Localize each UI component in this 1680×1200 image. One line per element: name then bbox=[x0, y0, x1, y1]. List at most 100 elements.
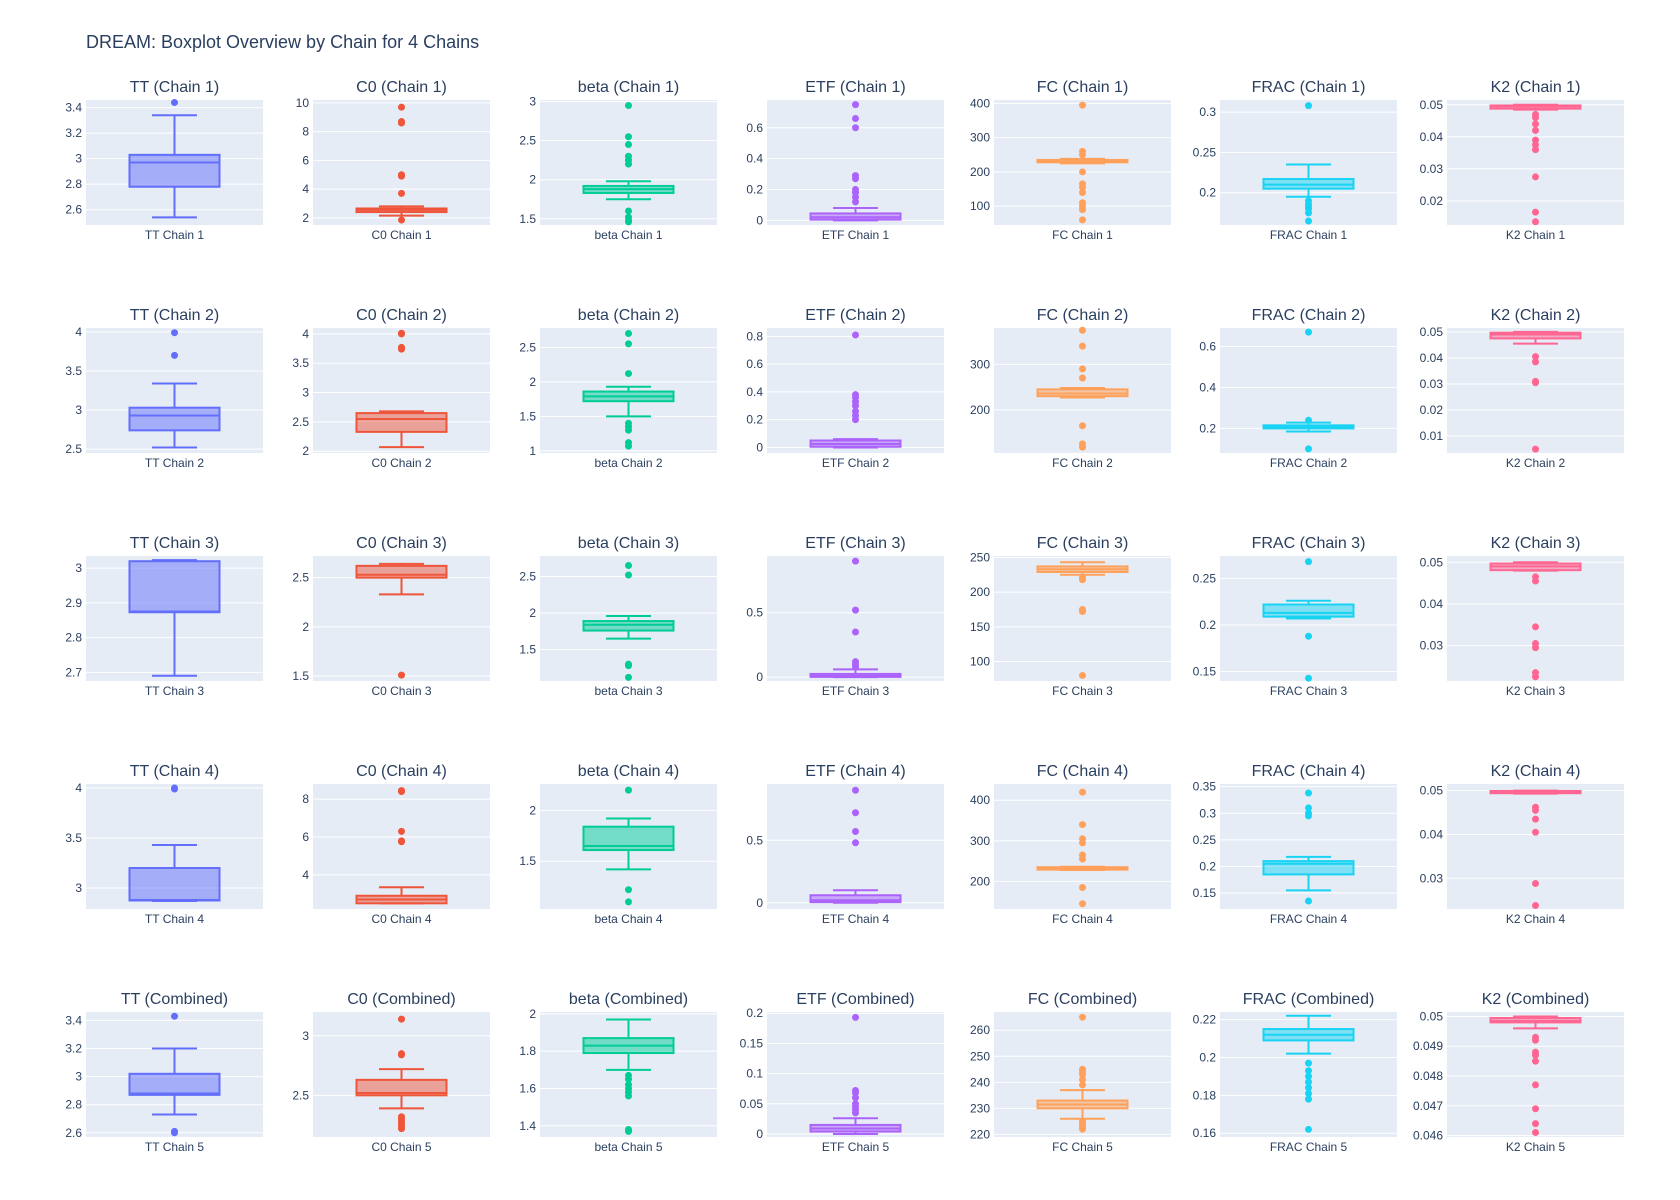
outlier-point bbox=[1532, 880, 1539, 888]
boxplot-svg: 2.6 2.8 3 3.2 3.4 TT Chain 5 bbox=[65, 1012, 263, 1154]
plot-area bbox=[767, 784, 944, 909]
y-tick-label: 1.5 bbox=[519, 212, 536, 226]
outlier-point bbox=[625, 101, 632, 109]
boxplot-svg: 0.2 0.25 0.3 FRAC Chain 1 bbox=[1193, 100, 1397, 242]
y-tick-label: 0.3 bbox=[1199, 806, 1216, 820]
outlier-point bbox=[1532, 208, 1539, 216]
subplot-frac-1: FRAC (Chain 1) 0.2 0.25 0.3 FRAC Chain 1 bbox=[1193, 79, 1397, 242]
outlier-point bbox=[852, 101, 859, 109]
outlier-point bbox=[1079, 180, 1086, 188]
outlier-point bbox=[1079, 788, 1086, 796]
outlier-point bbox=[625, 886, 632, 894]
outlier-point bbox=[171, 1127, 178, 1135]
y-tick-label: 260 bbox=[970, 1023, 990, 1037]
x-tick-label: FC Chain 1 bbox=[1052, 228, 1113, 242]
outlier-point bbox=[625, 562, 632, 570]
y-tick-label: 0.15 bbox=[1193, 886, 1217, 900]
subplot-etf-5: ETF (Combined) 0 0.05 0.1 0.15 0.2 ETF Chain 5 bbox=[740, 991, 944, 1154]
subplot-k2-5: K2 (Combined) 0.046 0.047 0.048 0.049 0.05 K2 … bbox=[1413, 991, 1624, 1154]
y-tick-label: 0.048 bbox=[1413, 1069, 1443, 1083]
outlier-point bbox=[625, 660, 632, 668]
outlier-point bbox=[1079, 168, 1086, 176]
outlier-point bbox=[625, 1126, 632, 1134]
subplot-beta-5: beta (Combined) 1.4 1.6 1.8 2 beta Chain 5 bbox=[519, 991, 717, 1154]
y-tick-label: 3 bbox=[302, 386, 309, 400]
boxplot-svg: 2.6 2.8 3 3.2 3.4 TT Chain 1 bbox=[65, 99, 263, 242]
y-tick-label: 0.6 bbox=[746, 357, 763, 371]
outlier-point bbox=[852, 557, 859, 565]
boxplot-svg: 1.5 2 beta Chain 4 bbox=[519, 784, 717, 926]
x-tick-label: FRAC Chain 3 bbox=[1270, 684, 1348, 698]
outlier-point bbox=[1532, 1120, 1539, 1128]
box-iqr bbox=[582, 620, 675, 632]
outlier-point bbox=[398, 787, 405, 795]
outlier-point bbox=[1532, 1033, 1539, 1041]
x-tick-label: beta Chain 3 bbox=[594, 684, 662, 698]
y-tick-label: 0.05 bbox=[740, 1097, 764, 1111]
outlier-point bbox=[1079, 440, 1086, 448]
subplot-title: beta (Chain 4) bbox=[577, 763, 680, 780]
y-tick-label: 250 bbox=[970, 550, 990, 564]
subplot-title: beta (Chain 2) bbox=[577, 307, 680, 324]
y-tick-label: 0.2 bbox=[1199, 1050, 1216, 1064]
outlier-point bbox=[1532, 815, 1539, 823]
outlier-point bbox=[171, 784, 178, 792]
boxplot-svg: 1 1.5 2 2.5 beta Chain 2 bbox=[519, 328, 717, 470]
subplot-title: FC (Combined) bbox=[1027, 991, 1138, 1008]
y-tick-label: 0.3 bbox=[1199, 105, 1216, 119]
boxplot-svg: 2 4 6 8 10 C0 Chain 1 bbox=[296, 96, 490, 242]
outlier-point bbox=[1079, 851, 1086, 859]
subplot-fc-1: FC (Chain 1) 100 200 300 400 FC Chain 1 bbox=[970, 79, 1171, 242]
outlier-point bbox=[1532, 1105, 1539, 1113]
boxplot-svg: 0.16 0.18 0.2 0.22 FRAC Chain 5 bbox=[1193, 1012, 1397, 1154]
subplot-frac-4: FRAC (Chain 4) 0.15 0.2 0.25 0.3 0.35 FRAC Cha… bbox=[1193, 763, 1397, 926]
y-tick-label: 3 bbox=[75, 881, 82, 895]
y-tick-label: 0.6 bbox=[1199, 339, 1216, 353]
outlier-point bbox=[1532, 623, 1539, 631]
y-tick-label: 2.5 bbox=[519, 340, 536, 354]
subplot-c0-1: C0 (Chain 1) 2 4 6 8 10 C0 Chain 1 bbox=[296, 79, 490, 242]
subplot-frac-3: FRAC (Chain 3) 0.15 0.2 0.25 FRAC Chain 3 bbox=[1193, 535, 1397, 698]
y-tick-label: 3.4 bbox=[65, 101, 82, 115]
outlier-point bbox=[1305, 1059, 1312, 1067]
outlier-point bbox=[852, 839, 859, 847]
y-tick-label: 3.5 bbox=[292, 356, 309, 370]
y-tick-label: 3.5 bbox=[65, 831, 82, 845]
y-tick-label: 300 bbox=[970, 131, 990, 145]
box-iqr bbox=[1262, 603, 1355, 618]
outlier-point bbox=[1532, 573, 1539, 581]
boxplot-svg: 1.5 2 2.5 beta Chain 3 bbox=[519, 556, 717, 698]
subplot-k2-3: K2 (Chain 3) 0.03 0.04 0.05 K2 Chain 3 bbox=[1420, 535, 1624, 698]
boxplot-svg: 0.15 0.2 0.25 FRAC Chain 3 bbox=[1193, 556, 1397, 698]
outlier-point bbox=[1305, 1089, 1312, 1097]
outlier-point bbox=[398, 343, 405, 351]
y-tick-label: 0.15 bbox=[1193, 665, 1217, 679]
y-tick-label: 0.22 bbox=[1193, 1013, 1217, 1027]
y-tick-label: 4 bbox=[302, 327, 309, 341]
outlier-point bbox=[1079, 1013, 1086, 1021]
box-iqr bbox=[128, 153, 221, 188]
subplot-etf-2: ETF (Chain 2) 0 0.2 0.4 0.6 0.8 ETF Chain 2 bbox=[746, 307, 944, 470]
outlier-point bbox=[625, 786, 632, 794]
outlier-point bbox=[1305, 632, 1312, 640]
outlier-point bbox=[171, 1012, 178, 1020]
subplot-c0-5: C0 (Combined) 2.5 3 C0 Chain 5 bbox=[292, 991, 490, 1154]
subplot-title: C0 (Chain 2) bbox=[356, 307, 447, 324]
y-tick-label: 0.049 bbox=[1413, 1039, 1443, 1053]
outlier-point bbox=[852, 407, 859, 415]
boxplot-svg: 0 0.5 ETF Chain 3 bbox=[746, 556, 944, 698]
y-tick-label: 0.05 bbox=[1420, 784, 1444, 798]
outlier-point bbox=[852, 186, 859, 194]
y-tick-label: 3 bbox=[529, 95, 536, 109]
x-tick-label: C0 Chain 1 bbox=[371, 228, 431, 242]
subplot-title: TT (Combined) bbox=[120, 991, 229, 1008]
y-tick-label: 0.05 bbox=[1420, 325, 1444, 339]
boxplot-svg: 2 2.5 3 3.5 4 C0 Chain 2 bbox=[292, 327, 490, 470]
y-tick-label: 200 bbox=[970, 403, 990, 417]
y-tick-label: 0.04 bbox=[1420, 130, 1444, 144]
y-tick-label: 4 bbox=[75, 781, 82, 795]
y-tick-label: 6 bbox=[302, 153, 309, 167]
y-tick-label: 0.2 bbox=[1199, 186, 1216, 200]
subplot-k2-4: K2 (Chain 4) 0.03 0.04 0.05 K2 Chain 4 bbox=[1420, 763, 1624, 926]
x-tick-label: K2 Chain 4 bbox=[1506, 912, 1566, 926]
